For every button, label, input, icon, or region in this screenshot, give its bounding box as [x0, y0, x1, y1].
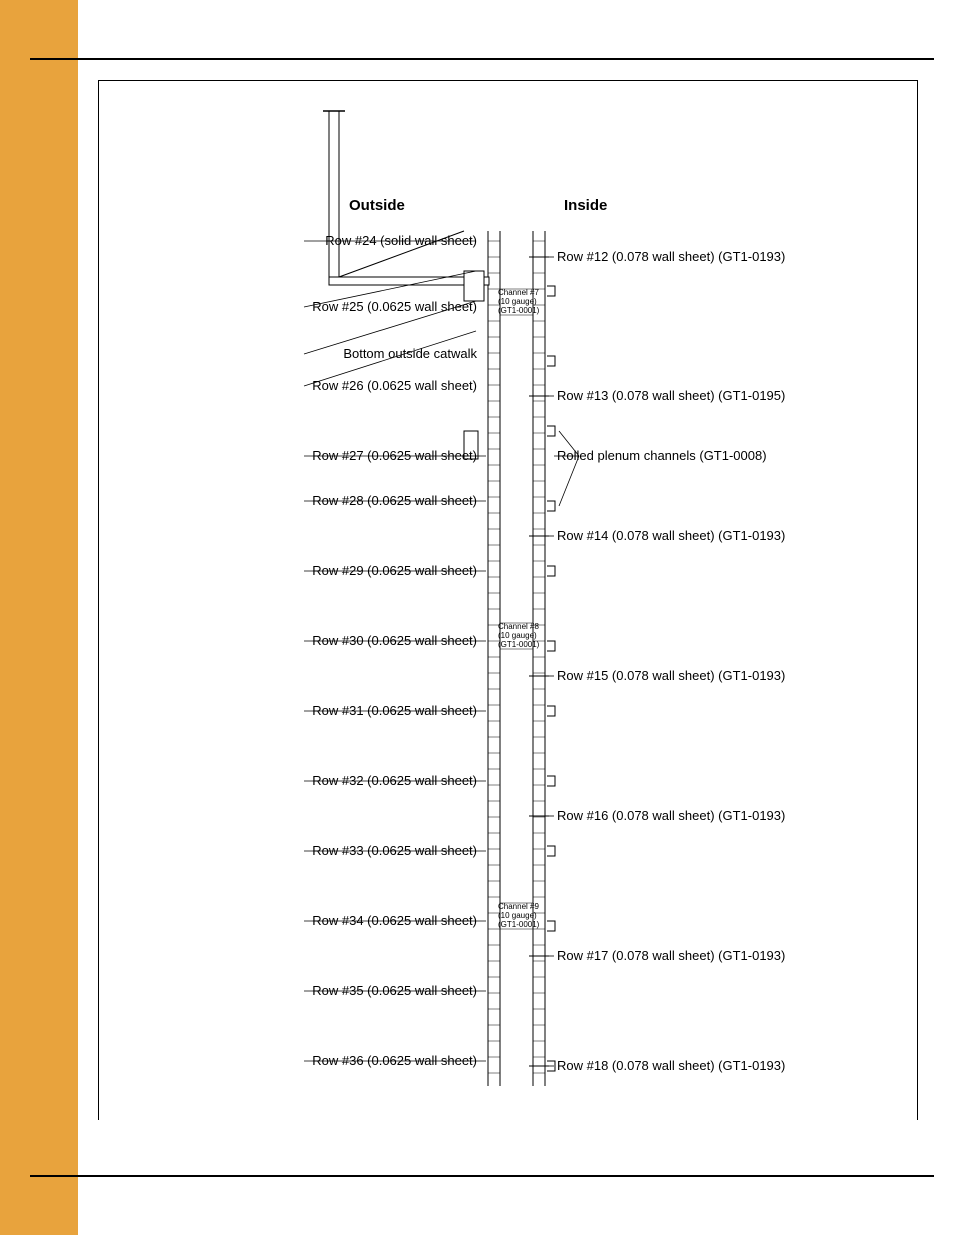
outside-row-label: Row #27 (0.0625 wall sheet) [217, 448, 477, 463]
inside-row-label: Row #14 (0.078 wall sheet) (GT1-0193) [557, 528, 785, 543]
outside-row-label: Row #26 (0.0625 wall sheet) [217, 378, 477, 393]
inside-row-label: Row #16 (0.078 wall sheet) (GT1-0193) [557, 808, 785, 823]
channel-label-line: (GT1-0001) [498, 307, 535, 316]
outside-row-label: Row #32 (0.0625 wall sheet) [217, 773, 477, 788]
top-horizontal-rule [30, 58, 934, 60]
inside-row-label: Rolled plenum channels (GT1-0008) [557, 448, 767, 463]
outside-row-label: Row #33 (0.0625 wall sheet) [217, 843, 477, 858]
inside-row-label: Row #15 (0.078 wall sheet) (GT1-0193) [557, 668, 785, 683]
outside-row-label: Row #30 (0.0625 wall sheet) [217, 633, 477, 648]
channel-label-line: (GT1-0001) [498, 641, 535, 650]
outside-row-label: Row #36 (0.0625 wall sheet) [217, 1053, 477, 1068]
outside-row-label: Row #29 (0.0625 wall sheet) [217, 563, 477, 578]
inside-row-label: Row #17 (0.078 wall sheet) (GT1-0193) [557, 948, 785, 963]
outside-row-label: Row #31 (0.0625 wall sheet) [217, 703, 477, 718]
bottom-horizontal-rule [30, 1175, 934, 1177]
diagram-frame: Outside Inside Row #24 (solid wall sheet… [98, 80, 918, 1120]
channel-label: Channel #9(10 gauge)(GT1-0001) [498, 903, 535, 929]
outside-row-label: Row #34 (0.0625 wall sheet) [217, 913, 477, 928]
channel-label: Channel #7(10 gauge)(GT1-0001) [498, 289, 535, 315]
inside-row-label: Row #12 (0.078 wall sheet) (GT1-0193) [557, 249, 785, 264]
channel-label: Channel #8(10 gauge)(GT1-0001) [498, 623, 535, 649]
channel-label-line: (GT1-0001) [498, 921, 535, 930]
outside-row-label: Bottom outside catwalk [217, 346, 477, 361]
left-sidebar [0, 0, 78, 1235]
outside-row-label: Row #24 (solid wall sheet) [217, 233, 477, 248]
outside-row-label: Row #28 (0.0625 wall sheet) [217, 493, 477, 508]
inside-row-label: Row #13 (0.078 wall sheet) (GT1-0195) [557, 388, 785, 403]
outside-row-label: Row #25 (0.0625 wall sheet) [217, 299, 477, 314]
outside-row-label: Row #35 (0.0625 wall sheet) [217, 983, 477, 998]
inside-row-label: Row #18 (0.078 wall sheet) (GT1-0193) [557, 1058, 785, 1073]
